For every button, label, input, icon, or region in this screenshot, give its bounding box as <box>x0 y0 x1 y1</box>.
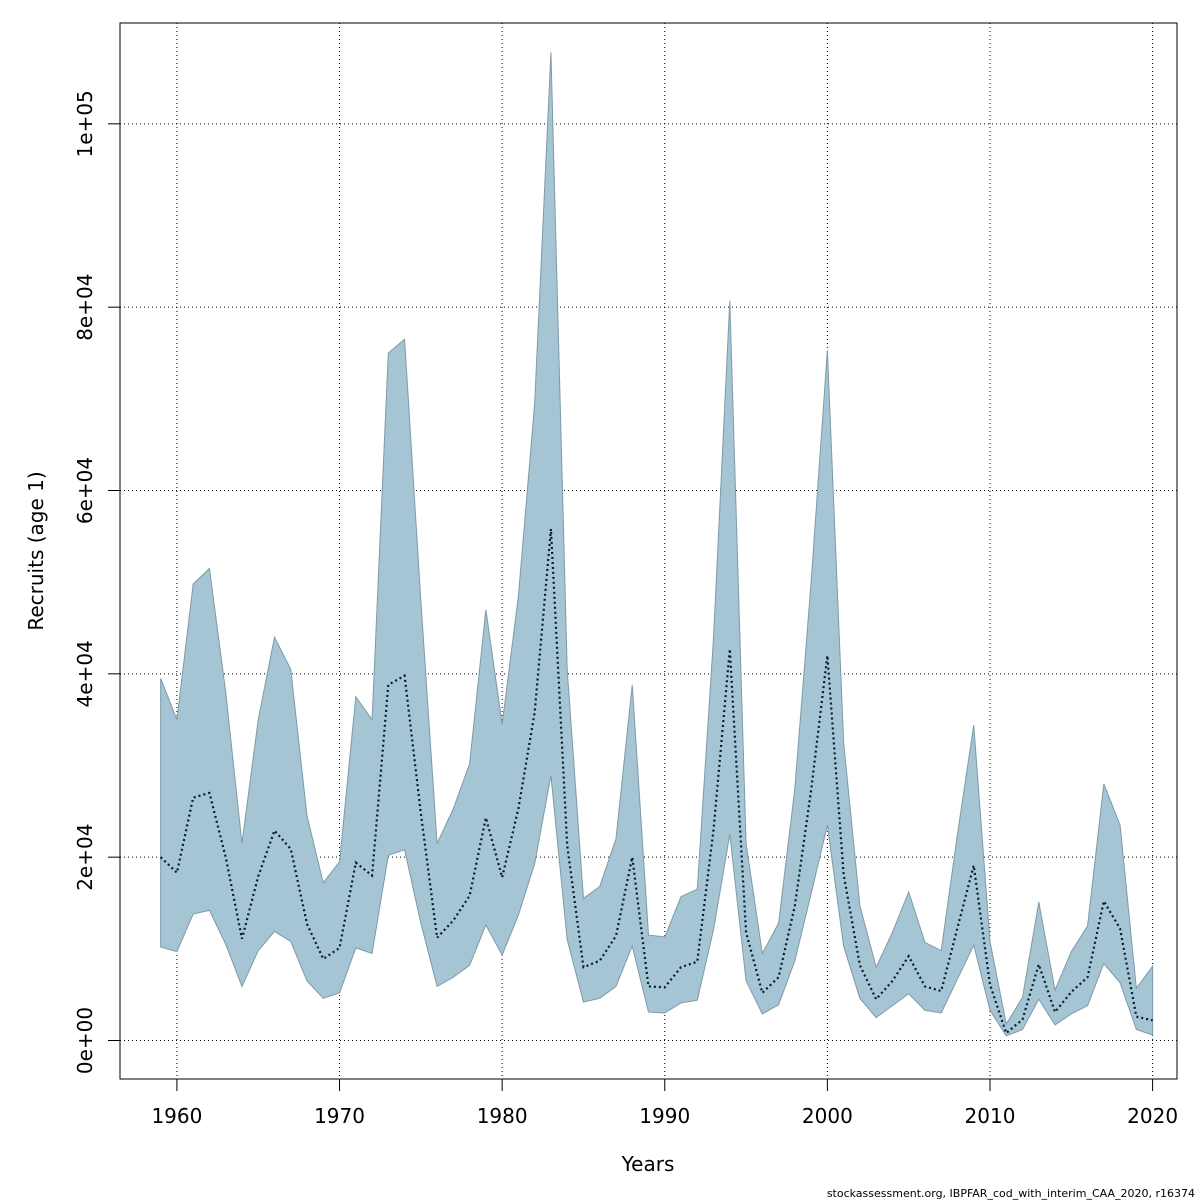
x-tick-label-2010: 2010 <box>965 1104 1016 1128</box>
footer-credit: stockassessment.org, IBPFAR_cod_with_int… <box>827 1187 1195 1200</box>
y-axis: 0e+00 2e+04 4e+04 6e+04 8e+04 1e+05 <box>73 90 121 1074</box>
y-tick-label-1: 2e+04 <box>73 824 97 891</box>
x-axis-title: Years <box>621 1152 675 1176</box>
y-tick-label-0: 0e+00 <box>73 1007 97 1074</box>
x-tick-label-1970: 1970 <box>314 1104 365 1128</box>
y-tick-label-3: 6e+04 <box>73 457 97 524</box>
y-axis-title: Recruits (age 1) <box>24 471 48 630</box>
x-tick-label-2020: 2020 <box>1127 1104 1178 1128</box>
x-tick-label-2000: 2000 <box>802 1104 853 1128</box>
y-tick-label-4: 8e+04 <box>73 274 97 341</box>
confidence-band <box>160 52 1154 1037</box>
estimate-line <box>159 528 1153 1036</box>
x-tick-label-1960: 1960 <box>151 1104 202 1128</box>
x-tick-label-1990: 1990 <box>639 1104 690 1128</box>
y-tick-label-5: 1e+05 <box>73 90 97 157</box>
y-tick-label-2: 4e+04 <box>73 640 97 707</box>
x-tick-label-1980: 1980 <box>477 1104 528 1128</box>
x-axis: 1960 1970 1980 1990 2000 2010 2020 <box>151 1078 1178 1128</box>
